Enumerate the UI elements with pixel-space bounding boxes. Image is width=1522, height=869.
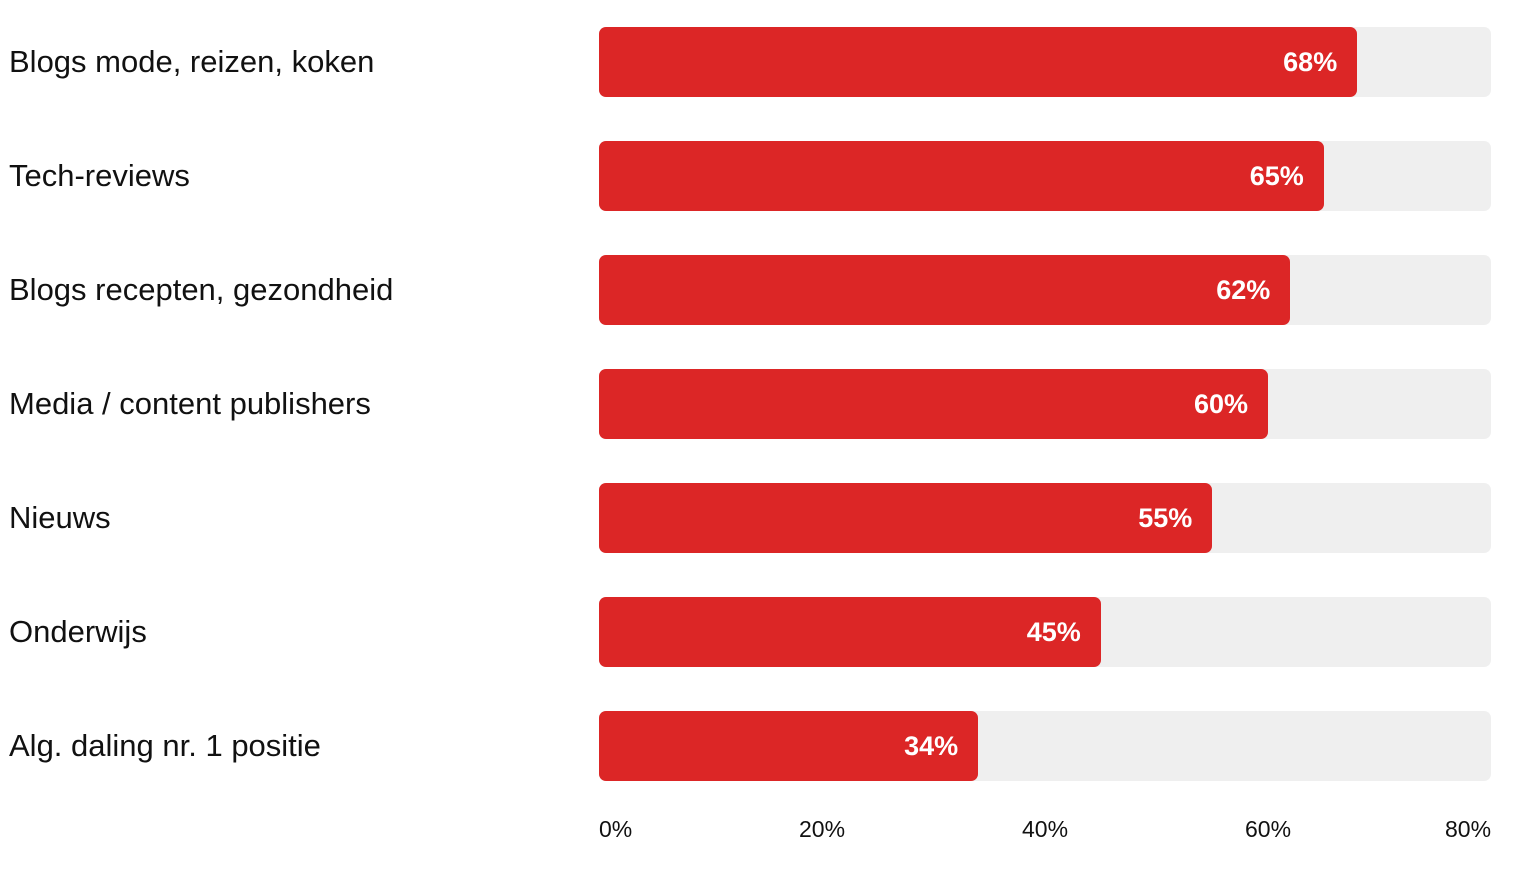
bar (599, 483, 1213, 553)
bar (599, 369, 1268, 439)
category-label: Blogs mode, reizen, koken (9, 44, 375, 79)
category-label: Nieuws (9, 500, 111, 535)
bar (599, 27, 1358, 97)
category-label: Blogs recepten, gezondheid (9, 272, 394, 307)
category-label: Onderwijs (9, 614, 147, 649)
x-tick-label: 0% (599, 816, 633, 842)
value-label: 60% (1193, 389, 1248, 419)
category-label: Tech-reviews (9, 158, 190, 193)
bar (599, 597, 1101, 667)
value-label: 68% (1283, 47, 1338, 77)
value-label: 62% (1216, 275, 1271, 305)
category-label: Alg. daling nr. 1 positie (9, 728, 321, 763)
x-tick-label: 60% (1245, 816, 1292, 842)
value-label: 34% (904, 731, 959, 761)
bar (599, 141, 1324, 211)
value-label: 55% (1138, 503, 1193, 533)
value-label: 45% (1026, 617, 1081, 647)
x-tick-label: 40% (1022, 816, 1069, 842)
x-tick-label: 20% (799, 816, 846, 842)
x-tick-label: 80% (1445, 816, 1492, 842)
category-label: Media / content publishers (9, 386, 371, 421)
bar (599, 711, 979, 781)
value-label: 65% (1249, 161, 1304, 191)
bar (599, 255, 1291, 325)
